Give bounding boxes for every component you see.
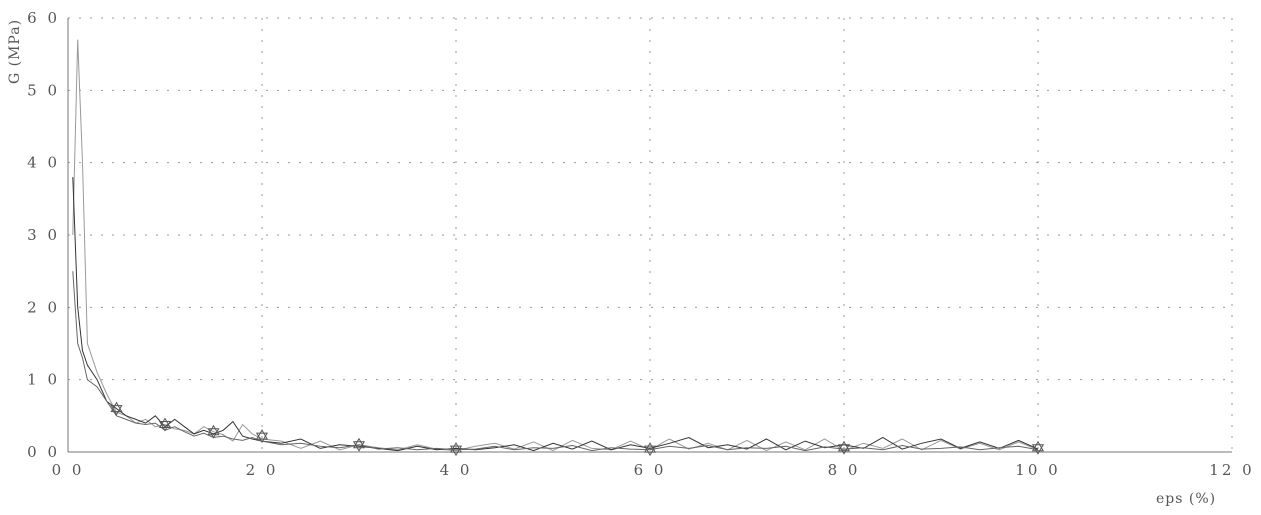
marker-triangle-up [449, 442, 463, 453]
data-point-marker [110, 401, 123, 416]
y-tick-label: 0 0 [27, 443, 60, 461]
marker-triangle-down [255, 432, 269, 444]
marker-triangle-down [1031, 444, 1045, 455]
marker-triangle-up [207, 424, 220, 436]
marker-triangle-down [643, 445, 657, 457]
x-tick-label: 4 0 [440, 461, 473, 479]
x-tick-label: 8 0 [828, 461, 861, 479]
marker-triangle-up [643, 442, 657, 453]
marker-triangle-down [158, 421, 172, 432]
x-tick-label: 6 0 [634, 461, 667, 479]
data-point-marker [449, 442, 463, 457]
y-axis-label: G (MPa) [7, 19, 23, 84]
series-line-3 [72, 271, 1039, 452]
x-tick-label: 2 0 [246, 461, 279, 479]
x-tick-label: 0 0 [52, 461, 85, 479]
y-tick-label: 6 0 [27, 9, 60, 27]
marker-triangle-up [158, 417, 172, 428]
series-group [72, 39, 1039, 452]
marker-triangle-up [352, 437, 366, 449]
series-line-2 [72, 177, 1039, 452]
x-tick-label: 10 0 [1015, 461, 1060, 479]
x-axis-label: eps (%) [1156, 491, 1216, 507]
data-point-marker [207, 424, 220, 439]
marker-triangle-up [1031, 440, 1045, 452]
data-point-marker [158, 417, 172, 432]
axes [67, 18, 1232, 453]
marker-triangle-up [837, 440, 851, 452]
tick-labels: 0 0 2 0 4 0 6 0 8 0 10 0 12 0 0 0 1 0 2 0 3 0 4 0 5 … [27, 9, 1254, 479]
marker-triangle-down [110, 405, 123, 416]
marker-triangle-up [255, 429, 269, 440]
y-tick-label: 3 0 [27, 226, 60, 244]
marker-triangle-down [449, 445, 463, 457]
y-tick-label: 5 0 [27, 81, 60, 99]
marker-triangle-down [837, 444, 851, 455]
series-line-1 [72, 39, 1039, 452]
y-tick-label: 1 0 [27, 371, 60, 389]
marker-triangle-up [110, 401, 123, 413]
y-tick-label: 4 0 [27, 154, 60, 172]
data-point-marker [255, 429, 269, 444]
marker-triangle-down [352, 441, 366, 452]
x-tick-label: 12 0 [1209, 461, 1254, 479]
data-point-marker [643, 442, 657, 457]
marker-triangle-down [207, 428, 220, 439]
data-point-marker [352, 437, 366, 452]
marker-group [110, 401, 1045, 457]
y-tick-label: 2 0 [27, 298, 60, 316]
grid [68, 17, 1233, 452]
data-point-marker [837, 440, 851, 455]
data-point-marker [1031, 440, 1045, 455]
